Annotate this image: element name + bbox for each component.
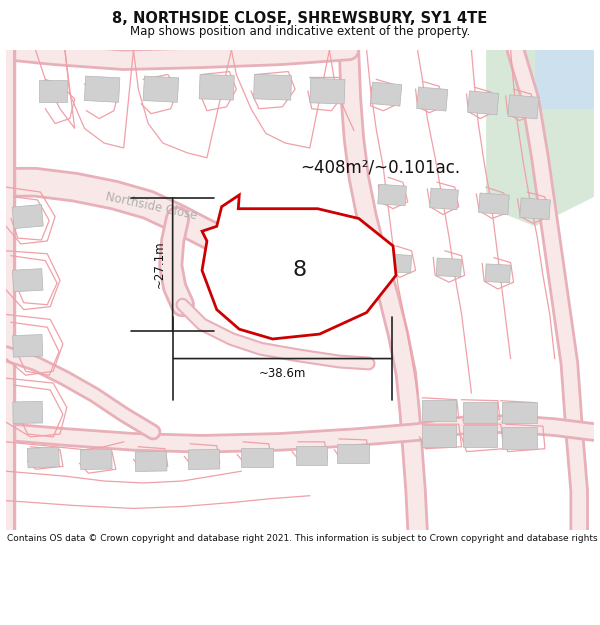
Text: Contains OS data © Crown copyright and database right 2021. This information is : Contains OS data © Crown copyright and d… bbox=[7, 534, 600, 542]
Polygon shape bbox=[430, 188, 458, 209]
Polygon shape bbox=[485, 264, 511, 282]
Polygon shape bbox=[310, 78, 345, 104]
Text: ~27.1m: ~27.1m bbox=[152, 241, 166, 288]
Polygon shape bbox=[378, 184, 406, 206]
Polygon shape bbox=[337, 444, 368, 463]
Text: ~38.6m: ~38.6m bbox=[259, 367, 307, 380]
Polygon shape bbox=[188, 449, 220, 469]
Text: ~408m²/~0.101ac.: ~408m²/~0.101ac. bbox=[300, 159, 460, 176]
Polygon shape bbox=[463, 402, 497, 423]
Polygon shape bbox=[202, 195, 396, 339]
Polygon shape bbox=[502, 402, 536, 423]
Polygon shape bbox=[241, 448, 272, 468]
Polygon shape bbox=[28, 447, 59, 468]
Text: Map shows position and indicative extent of the property.: Map shows position and indicative extent… bbox=[130, 24, 470, 38]
Polygon shape bbox=[13, 401, 43, 424]
Polygon shape bbox=[12, 204, 43, 229]
Polygon shape bbox=[13, 334, 43, 357]
Polygon shape bbox=[80, 449, 112, 469]
Polygon shape bbox=[254, 74, 292, 100]
Polygon shape bbox=[13, 269, 43, 292]
Polygon shape bbox=[416, 87, 448, 111]
Polygon shape bbox=[199, 74, 234, 100]
Polygon shape bbox=[463, 425, 497, 447]
Polygon shape bbox=[508, 95, 539, 119]
Polygon shape bbox=[486, 50, 594, 226]
Polygon shape bbox=[479, 193, 509, 214]
Polygon shape bbox=[40, 81, 67, 102]
Polygon shape bbox=[467, 91, 499, 115]
Polygon shape bbox=[502, 427, 536, 449]
Polygon shape bbox=[535, 50, 594, 109]
Polygon shape bbox=[135, 451, 167, 471]
Polygon shape bbox=[85, 76, 120, 102]
Text: 8: 8 bbox=[293, 261, 307, 281]
Text: Northside Close: Northside Close bbox=[104, 191, 198, 222]
Text: 8, NORTHSIDE CLOSE, SHREWSBURY, SY1 4TE: 8, NORTHSIDE CLOSE, SHREWSBURY, SY1 4TE bbox=[112, 11, 488, 26]
Polygon shape bbox=[422, 425, 456, 447]
Polygon shape bbox=[386, 254, 412, 273]
Polygon shape bbox=[371, 82, 402, 106]
Polygon shape bbox=[143, 76, 179, 102]
Polygon shape bbox=[436, 258, 461, 277]
Polygon shape bbox=[422, 400, 456, 421]
Polygon shape bbox=[520, 198, 550, 219]
Polygon shape bbox=[296, 446, 328, 466]
